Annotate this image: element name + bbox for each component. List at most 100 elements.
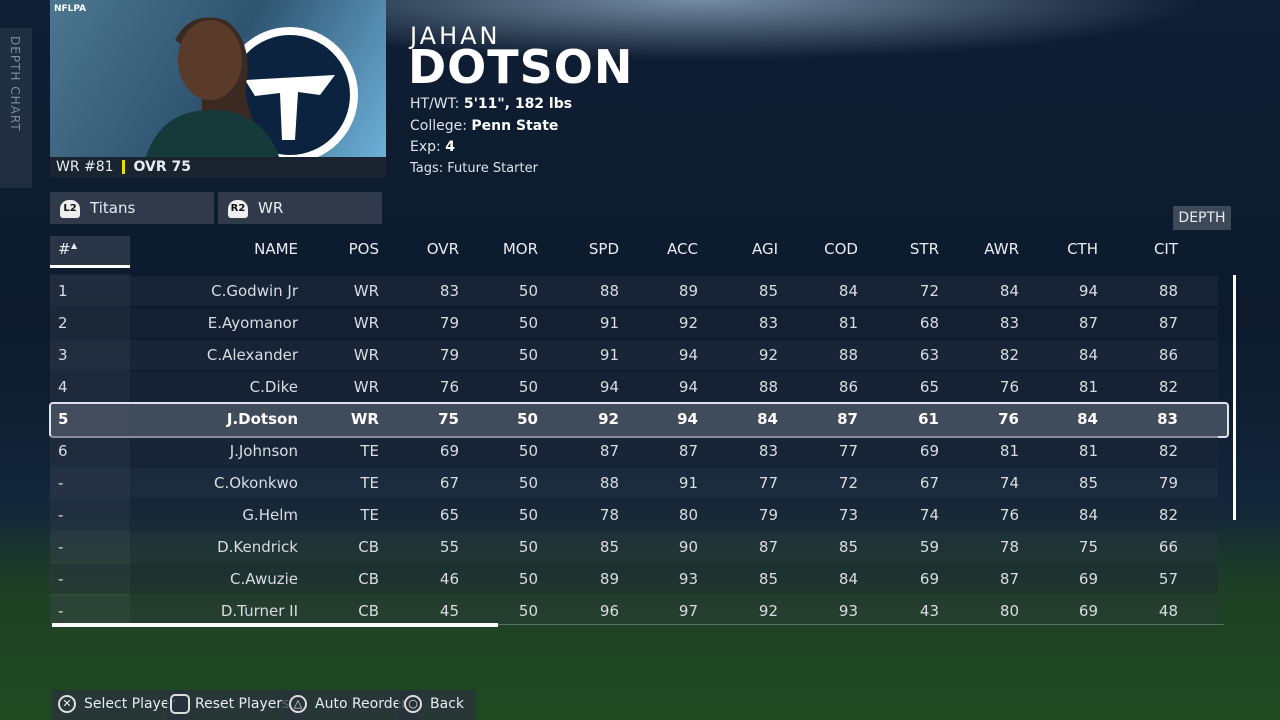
cell: WR [353,378,379,396]
cell: 50 [518,442,538,460]
cell: 88 [1158,282,1178,300]
cell: C.Alexander [206,346,298,364]
cell: 91 [599,346,619,364]
table-row[interactable] [50,308,1218,338]
cell: 81 [1078,378,1098,396]
cell: 81 [1078,442,1098,460]
sort-header[interactable] [50,236,130,268]
cell: 79 [439,346,459,364]
cell: 84 [999,282,1019,300]
footer-label: Back [430,696,464,712]
cell: - [58,602,64,620]
cell: 57 [1158,570,1178,588]
cell: 50 [518,570,538,588]
cell: 50 [518,602,538,620]
cell: 91 [678,474,698,492]
cell: 82 [999,346,1019,364]
cell: 76 [998,410,1019,428]
cell: - [58,506,64,524]
cell: 96 [599,602,619,620]
footer-label: Select Player [84,696,176,712]
table-row[interactable] [50,340,1218,370]
cell: 88 [599,282,619,300]
tags: Tags: Future Starter [410,161,538,176]
cell: 76 [999,378,1019,396]
team-filter[interactable]: L2 Titans [50,192,214,224]
cell: 74 [999,474,1019,492]
table-row[interactable] [50,596,1218,626]
cell: 92 [758,602,778,620]
column-header: SPD [588,240,619,258]
cell: C.Okonkwo [213,474,298,492]
cell: CB [358,602,379,620]
cell: 84 [1078,346,1098,364]
button-hint: L2 [60,199,80,218]
cell: 66 [1158,538,1178,556]
cell: 85 [599,538,619,556]
cell: 89 [678,282,698,300]
cell: - [58,474,64,492]
cell: 92 [678,314,698,332]
cell: 93 [838,602,858,620]
footer-item[interactable]: △ Auto Reorder [283,690,419,720]
position-filter[interactable]: R2 WR [218,192,382,224]
cell: 84 [1078,506,1098,524]
exp: 4 [445,139,455,155]
cell: 50 [518,346,538,364]
cell: 97 [678,602,698,620]
footer-item[interactable]: Reset Players [167,690,302,720]
filter-label: Titans [90,199,136,217]
cell: - [58,570,64,588]
cell: 55 [439,538,459,556]
cell: 69 [919,442,939,460]
cell: 84 [757,410,778,428]
column-header: AWR [984,240,1019,258]
cell: J.Dotson [226,410,298,428]
table-row[interactable] [50,468,1218,498]
table-row[interactable] [50,276,1218,306]
table-row[interactable] [50,500,1218,530]
cell: 82 [1158,442,1178,460]
cell: 84 [1077,410,1098,428]
cell: WR [350,410,379,428]
table-row[interactable] [50,564,1218,594]
cell: E.Ayomanor [207,314,298,332]
table-row[interactable] [50,532,1218,562]
cell: 92 [758,346,778,364]
cell: 93 [678,570,698,588]
selected-row[interactable] [49,402,1229,438]
cell: 83 [999,314,1019,332]
cell: 87 [758,538,778,556]
cell: 83 [439,282,459,300]
cell: 83 [758,314,778,332]
column-header: COD [824,240,858,258]
last-name: DOTSON [408,40,634,94]
table-row[interactable] [50,372,1218,402]
cell: 85 [758,282,778,300]
cell: 69 [1078,602,1098,620]
cell: D.Turner II [220,602,298,620]
cell: 90 [678,538,698,556]
depth-button[interactable]: DEPTH [1173,206,1231,230]
column-header: # [58,240,71,258]
footer-item[interactable]: ✕ Select Player [52,690,188,720]
cell: 94 [678,346,698,364]
cell: 73 [838,506,858,524]
footer-item[interactable]: ○ Back [398,690,476,720]
cell: 87 [1158,314,1178,332]
cell: 78 [999,538,1019,556]
side-tab[interactable]: DEPTH CHART [0,28,32,188]
cell: CB [358,538,379,556]
cell: 3 [58,346,68,364]
cell: C.Dike [249,378,298,396]
cell: 59 [919,538,939,556]
cell: 83 [1157,410,1178,428]
cell: WR [353,346,379,364]
cell: 50 [517,410,538,428]
cell: 67 [919,474,939,492]
sort-arrow: ▲ [71,241,78,250]
first-name: JAHAN [410,22,501,50]
table-row[interactable] [50,436,1218,466]
info-bar: WR #81 OVR 75 [50,157,386,178]
side-tab-label: DEPTH CHART [8,36,22,132]
